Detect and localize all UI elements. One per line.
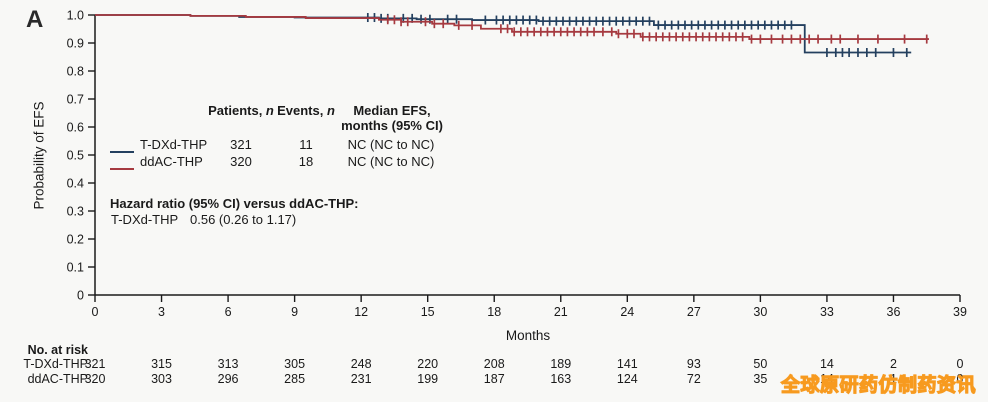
y-tick-label: 0.9: [67, 37, 84, 51]
hazard-ratio-value: 0.56 (0.26 to 1.17): [190, 212, 297, 227]
risk-count: 72: [686, 372, 701, 386]
legend-label-ddac: ddAC-THP: [140, 154, 203, 169]
risk-count: 1: [889, 372, 897, 386]
risk-count: 285: [284, 372, 306, 386]
risk-count: 208: [483, 357, 505, 371]
y-tick-label: 0: [77, 289, 84, 303]
y-tick-label: 0.8: [67, 65, 84, 79]
legend-label-tdxd: T-DXd-THP: [140, 137, 208, 152]
risk-count: 14: [819, 357, 834, 371]
risk-count: 199: [417, 372, 439, 386]
x-tick-label: 30: [753, 305, 767, 319]
x-tick-label: 3: [158, 305, 165, 319]
ddac-patients-n: 320: [230, 154, 252, 169]
x-tick-label: 21: [554, 305, 568, 319]
risk-count: 93: [686, 357, 701, 371]
risk-count: 0: [956, 372, 964, 386]
y-tick-label: 0.4: [67, 177, 84, 191]
x-axis-title: Months: [505, 328, 551, 343]
y-tick-label: 0.1: [67, 261, 84, 275]
x-tick-label: 39: [953, 305, 967, 319]
watermark: 全球原研药仿制药资讯: [780, 374, 977, 396]
risk-count: 305: [284, 357, 306, 371]
x-tick-label: 9: [291, 305, 298, 319]
risk-count: 296: [217, 372, 239, 386]
risk-count: 189: [550, 357, 572, 371]
risk-count: 0: [956, 357, 964, 371]
col-header-median-line2: months (95% CI): [341, 118, 443, 133]
y-tick-label: 0.6: [67, 121, 84, 135]
x-tick-label: 6: [225, 305, 232, 319]
risk-count: 2: [889, 357, 897, 371]
panel-label: A: [26, 6, 44, 33]
x-tick-label: 24: [620, 305, 634, 319]
risk-count: 248: [350, 357, 372, 371]
risk-count: 35: [753, 372, 768, 386]
risk-count: 320: [84, 372, 106, 386]
x-tick-label: 12: [354, 305, 368, 319]
risk-row-label: T-DXd-THP: [23, 357, 88, 371]
km-plot: 1.00.90.80.70.60.50.40.30.20.100 3 6 9 12 15 1…: [67, 9, 967, 320]
risk-row-label: ddAC-THP: [27, 372, 88, 386]
risk-count: 303: [151, 372, 172, 386]
y-axis-title: Probability of EFS: [31, 101, 47, 210]
tdxd-events-n: 11: [299, 137, 313, 152]
x-tick-label: 0: [92, 305, 99, 319]
y-tick-label: 0.7: [67, 93, 84, 107]
hazard-ratio-title: Hazard ratio (95% CI) versus ddAC-THP:: [110, 196, 359, 211]
risk-count: 50: [753, 357, 768, 371]
y-tick-label: 1.0: [67, 9, 84, 23]
y-tick-label: 0.3: [67, 205, 84, 219]
tdxd-patients-n: 321: [230, 137, 252, 152]
hazard-ratio-arm-label: T-DXd-THP: [111, 212, 179, 227]
risk-table-title: No. at risk: [27, 343, 88, 357]
risk-count: 163: [550, 372, 572, 386]
y-tick-label: 0.2: [67, 233, 84, 247]
y-tick-label: 0.5: [67, 149, 84, 163]
x-tick-label: 15: [421, 305, 435, 319]
tdxd-median-efs: NC (NC to NC): [347, 137, 435, 152]
x-tick-label: 27: [687, 305, 701, 319]
risk-count: 321: [84, 357, 106, 371]
legend-swatch-ddac: [110, 160, 134, 178]
risk-count: 187: [483, 372, 505, 386]
x-tick-label: 18: [487, 305, 501, 319]
ddac-median-efs: NC (NC to NC): [347, 154, 435, 169]
risk-count: 220: [417, 357, 439, 371]
legend-swatch-tdxd: [110, 143, 134, 161]
risk-count: 14: [819, 372, 834, 386]
risk-count: 231: [350, 372, 372, 386]
col-header-events: Events, n: [277, 103, 335, 118]
risk-count: 141: [616, 357, 638, 371]
risk-count: 124: [616, 372, 638, 386]
x-tick-label: 36: [887, 305, 901, 319]
x-tick-label: 33: [820, 305, 834, 319]
ddac-events-n: 18: [298, 154, 314, 169]
col-header-median-line1: Median EFS,: [353, 103, 431, 118]
col-header-patients: Patients, n: [208, 103, 274, 118]
risk-count: 315: [151, 357, 172, 371]
risk-count: 313: [217, 357, 239, 371]
